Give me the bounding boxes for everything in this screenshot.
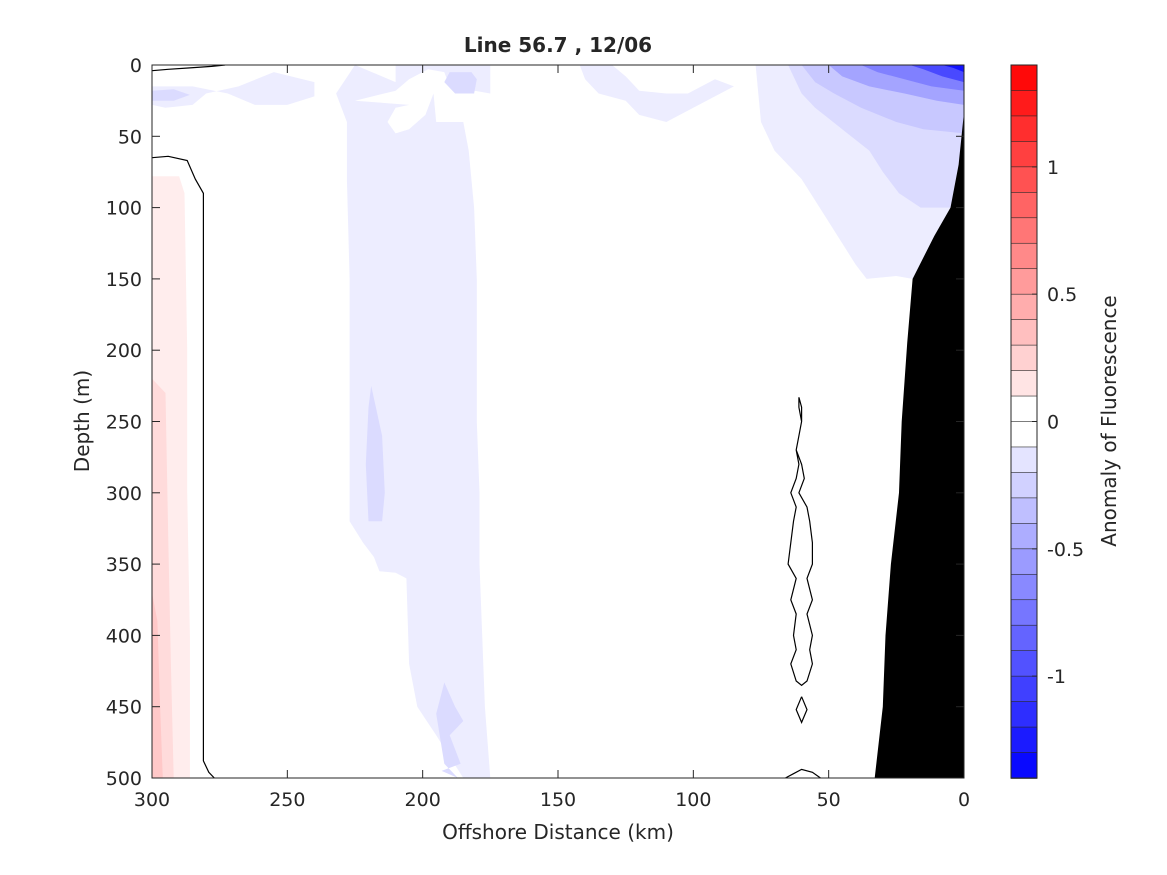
colorbar-cell-19 <box>1010 548 1038 576</box>
colorbar-cell-12 <box>1010 370 1038 397</box>
colorbar-cell-0 <box>1010 64 1038 92</box>
plot-area: 300 250 200 150 100 50 0 050100150200250300350… <box>106 55 970 811</box>
colorbar-cell-18 <box>1010 523 1038 550</box>
zero-contour-1 <box>152 155 215 778</box>
colorbar-cell-26 <box>1010 726 1038 754</box>
anomaly-region-negative-5 <box>436 682 464 778</box>
x-tick-label-2: 200 <box>405 789 441 811</box>
colorbar-cell-10 <box>1010 319 1038 346</box>
y-tick-label-4: 200 <box>106 340 142 362</box>
colorbar-cell-27 <box>1010 752 1038 779</box>
y-tick-label-5: 250 <box>106 412 142 434</box>
colorbar-cell-7 <box>1010 242 1038 270</box>
y-tick-label-2: 100 <box>106 198 142 220</box>
zero-contour-0 <box>152 65 226 72</box>
anomaly-region-negative-6 <box>579 65 734 122</box>
colorbar-tick-label-0: 1 <box>1047 157 1059 179</box>
colorbar-cell-24 <box>1010 675 1038 703</box>
colorbar: 1 0.5 0 -0.5 -1 <box>1010 64 1084 779</box>
colorbar-cell-13 <box>1010 395 1038 423</box>
colorbar-cell-6 <box>1010 217 1038 245</box>
colorbar-tick-label-2: 0 <box>1047 412 1059 434</box>
colorbar-cell-9 <box>1010 293 1038 321</box>
x-tick-label-6: 0 <box>958 789 970 811</box>
colorbar-tick-label-4: -1 <box>1047 666 1066 688</box>
colorbar-cell-2 <box>1010 115 1038 143</box>
zero-contour-3 <box>795 696 808 724</box>
anomaly-region-negative-12 <box>909 65 964 83</box>
y-tick-label-9: 450 <box>106 697 142 719</box>
colorbar-cell-14 <box>1010 421 1038 448</box>
colorbar-cell-23 <box>1010 650 1038 677</box>
colorbar-cell-17 <box>1010 497 1038 525</box>
zero-contour-4 <box>785 768 821 778</box>
y-tick-label-6: 300 <box>106 483 142 505</box>
anomaly-region-negative-4 <box>365 385 385 522</box>
x-tick-label-0: 300 <box>134 789 170 811</box>
colorbar-cell-3 <box>1010 141 1038 168</box>
colorbar-cell-16 <box>1010 472 1038 499</box>
y-tick-label-7: 350 <box>106 554 142 576</box>
colorbar-cell-8 <box>1010 268 1038 295</box>
colorbar-cell-11 <box>1010 344 1038 372</box>
anomaly-region-negative-2 <box>336 65 491 778</box>
x-tick-label-3: 150 <box>540 789 576 811</box>
chart-title: Line 56.7 , 12/06 <box>464 33 652 57</box>
colorbar-cell-5 <box>1010 192 1038 219</box>
anomaly-region-negative-13 <box>942 65 964 73</box>
y-tick-label-1: 50 <box>118 126 142 148</box>
colorbar-tick-label-1: 0.5 <box>1047 284 1077 306</box>
y-tick-label-0: 0 <box>130 55 142 77</box>
x-tick-label-4: 100 <box>675 789 711 811</box>
colorbar-cell-25 <box>1010 701 1038 728</box>
colorbar-cell-1 <box>1010 90 1038 117</box>
x-tick-label-5: 50 <box>817 789 841 811</box>
anomaly-region-negative-1 <box>152 89 190 101</box>
bottom-topography <box>874 112 964 778</box>
y-tick-label-8: 400 <box>106 625 142 647</box>
colorbar-label: Anomaly of Fluorescence <box>1097 295 1121 546</box>
x-tick-label-1: 250 <box>269 789 305 811</box>
y-tick-label-3: 150 <box>106 269 142 291</box>
colorbar-cell-15 <box>1010 446 1038 474</box>
colorbar-tick-label-3: -0.5 <box>1047 539 1084 561</box>
colorbar-cell-21 <box>1010 599 1038 627</box>
x-axis-label: Offshore Distance (km) <box>442 820 674 844</box>
y-tick-label-10: 500 <box>106 768 142 790</box>
y-axis-label: Depth (m) <box>70 370 94 472</box>
colorbar-cell-22 <box>1010 624 1038 652</box>
anomaly-region-negative-0 <box>152 72 315 108</box>
colorbar-cell-20 <box>1010 573 1038 601</box>
colorbar-cell-4 <box>1010 166 1038 194</box>
anomaly-region-positive-16 <box>152 592 163 778</box>
zero-contour-2 <box>787 397 814 687</box>
anomaly-region-negative-3 <box>444 72 477 94</box>
